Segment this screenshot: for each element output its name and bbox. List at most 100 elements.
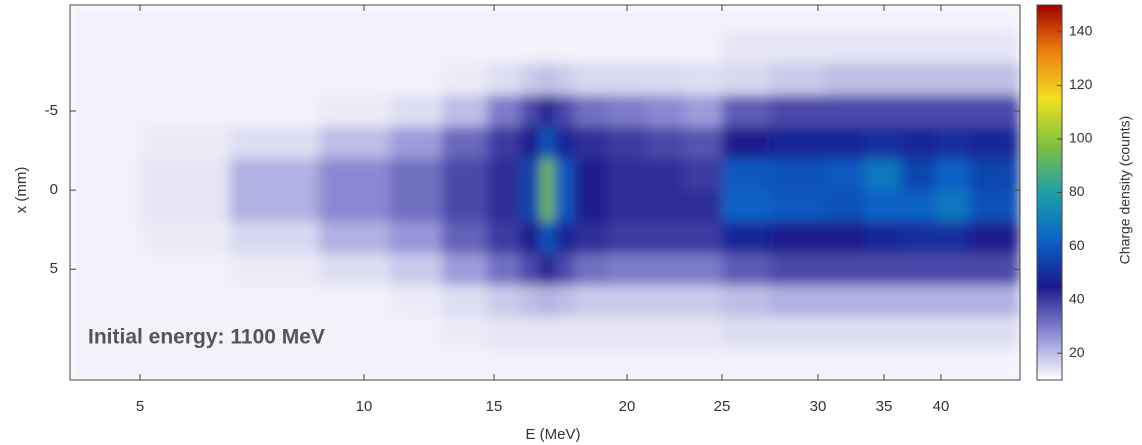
heatmap-cell: [573, 31, 608, 65]
heatmap-cell: [487, 190, 522, 223]
heatmap-cell: [824, 5, 865, 33]
heatmap-cell: [229, 316, 320, 349]
heatmap-cell: [540, 31, 555, 65]
heatmap-cell: [607, 285, 647, 318]
heatmap-cell: [520, 316, 542, 349]
heatmap-cell: [140, 316, 231, 349]
heatmap-cell: [140, 253, 231, 286]
heatmap-cell: [573, 190, 608, 223]
heatmap-cell: [70, 5, 141, 33]
heatmap-cell: [722, 348, 771, 380]
heatmap-cell: [70, 63, 141, 96]
heatmap-cell: [70, 158, 141, 191]
heatmap-cell: [553, 253, 575, 286]
heatmap-cell: [487, 221, 522, 254]
heatmap-cell: [901, 316, 936, 349]
heatmap-cell: [319, 348, 391, 380]
heatmap-cell: [646, 126, 685, 159]
heatmap-cell: [770, 126, 826, 159]
heatmap-cell: [607, 253, 647, 286]
heatmap-cell: [540, 221, 555, 254]
colorbar-tick-label: 100: [1069, 130, 1093, 146]
heatmap-cell: [390, 285, 443, 318]
heatmap-cell: [646, 5, 685, 33]
heatmap-cell: [520, 31, 542, 65]
heatmap-cell: [969, 126, 1020, 159]
heatmap-cell: [935, 126, 970, 159]
y-axis-label: x (mm): [13, 167, 30, 214]
heatmap-cell: [140, 63, 231, 96]
heatmap-cell: [229, 221, 320, 254]
heatmap-cell: [229, 253, 320, 286]
heatmap-cell: [607, 316, 647, 349]
heatmap-cell: [969, 158, 1020, 191]
heatmap-cell: [140, 285, 231, 318]
heatmap-cell: [864, 190, 902, 223]
heatmap-cell: [553, 63, 575, 96]
heatmap-cell: [487, 158, 522, 191]
heatmap-cell: [442, 5, 488, 33]
heatmap-cell: [969, 31, 1020, 65]
x-tick-label: 30: [810, 398, 827, 415]
heatmap-cell: [390, 253, 443, 286]
heatmap-cell: [390, 221, 443, 254]
heatmap-cell: [140, 348, 231, 380]
heatmap-cell: [319, 5, 391, 33]
heatmap-cell: [487, 285, 522, 318]
heatmap-cell: [901, 285, 936, 318]
heatmap-cell: [442, 31, 488, 65]
heatmap-cell: [520, 253, 542, 286]
plot-frame: [69, 4, 1021, 381]
heatmap-cell: [540, 5, 555, 33]
heatmap-cell: [684, 158, 723, 191]
heatmap-cell: [540, 190, 555, 223]
heatmap-cell: [864, 5, 902, 33]
heatmap-cell: [770, 190, 826, 223]
heatmap-cell: [487, 95, 522, 128]
heatmap-cell: [573, 63, 608, 96]
heatmap-cell: [864, 158, 902, 191]
heatmap-cell: [935, 285, 970, 318]
heatmap-cell: [684, 95, 723, 128]
heatmap-cell: [487, 253, 522, 286]
heatmap-cell: [319, 63, 391, 96]
heatmap-cell: [770, 158, 826, 191]
heatmap-cell: [442, 221, 488, 254]
heatmap-cell: [901, 221, 936, 254]
heatmap-cell: [901, 190, 936, 223]
heatmap-cell: [573, 5, 608, 33]
x-tick-label: 10: [356, 398, 373, 415]
heatmap-cell: [969, 5, 1020, 33]
heatmap-cell: [229, 348, 320, 380]
heatmap-cell: [540, 63, 555, 96]
heatmap-cell: [824, 31, 865, 65]
heatmap-cell: [520, 126, 542, 159]
heatmap-cell: [684, 63, 723, 96]
y-tick-label: 0: [50, 181, 58, 198]
heatmap-cell: [540, 285, 555, 318]
y-tick-label: 5: [50, 260, 58, 277]
heatmap-cell: [864, 316, 902, 349]
heatmap-cell: [722, 95, 771, 128]
heatmap-cell: [487, 348, 522, 380]
x-tick-label: 25: [714, 398, 731, 415]
heatmap-cell: [824, 63, 865, 96]
heatmap-cell: [573, 348, 608, 380]
heatmap-cell: [573, 126, 608, 159]
colorbar-tick-label: 80: [1069, 183, 1085, 199]
heatmap-cell: [646, 316, 685, 349]
heatmap-cell: [70, 126, 141, 159]
heatmap-cell: [520, 221, 542, 254]
heatmap-cell: [646, 158, 685, 191]
heatmap-cell: [520, 95, 542, 128]
heatmap-cell: [770, 285, 826, 318]
heatmap-cell: [390, 348, 443, 380]
heatmap-cell: [229, 5, 320, 33]
heatmap-cell: [969, 253, 1020, 286]
heatmap-cell: [319, 31, 391, 65]
heatmap-cell: [553, 285, 575, 318]
heatmap-cell: [573, 253, 608, 286]
heatmap-cell: [553, 31, 575, 65]
heatmap-cell: [684, 190, 723, 223]
